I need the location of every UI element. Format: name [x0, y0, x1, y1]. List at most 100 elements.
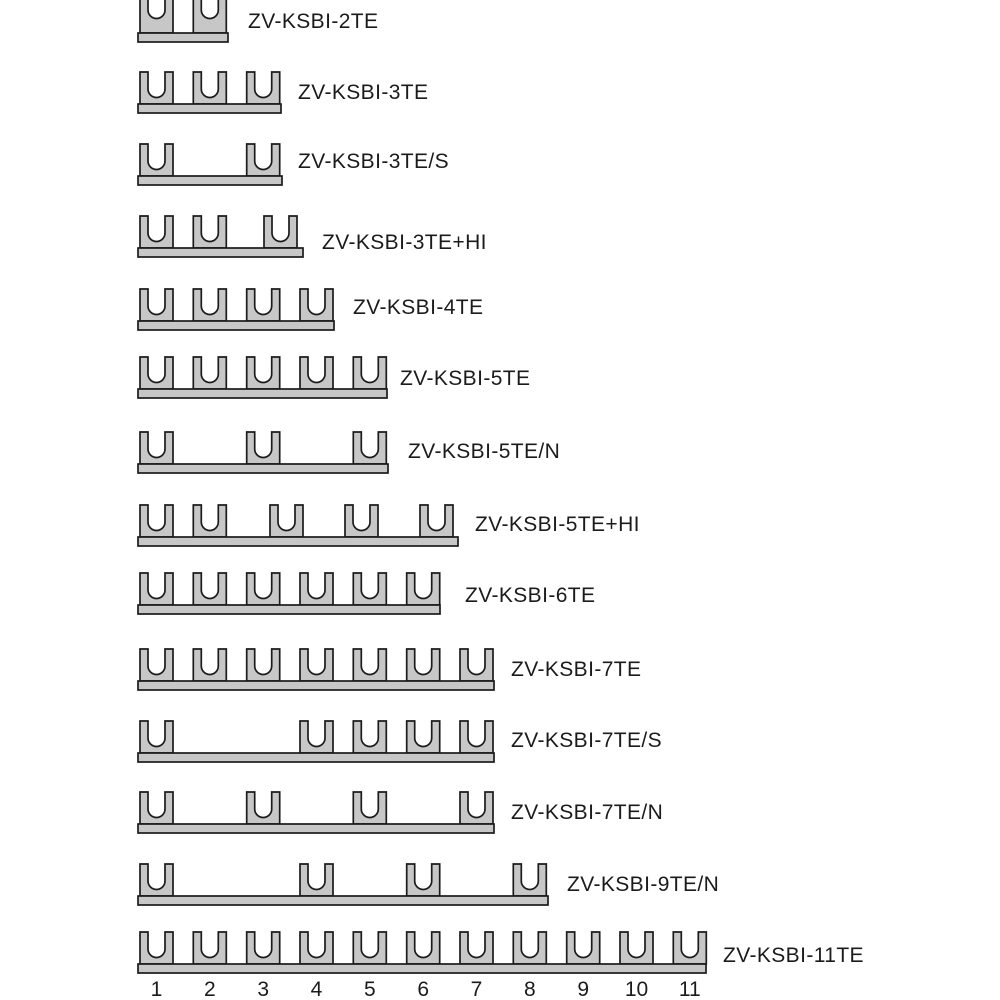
busbar-prong — [352, 791, 388, 825]
busbar-prong — [352, 648, 388, 682]
busbar-base — [137, 463, 389, 474]
busbar-prong — [192, 356, 228, 390]
busbar-base — [137, 604, 441, 615]
busbar-prong — [459, 931, 494, 965]
busbar-prong — [192, 288, 228, 322]
busbar-prong — [245, 143, 281, 177]
scale-number-9: 9 — [577, 978, 590, 1000]
busbar-label-11te: ZV-KSBI-11TE — [723, 944, 864, 967]
busbar-prong — [459, 720, 494, 754]
busbar-prong — [139, 720, 174, 754]
busbar-prong — [352, 572, 388, 606]
busbar-prong — [245, 931, 281, 965]
busbar-prong — [565, 931, 601, 965]
busbar-prong — [192, 648, 228, 682]
busbar-base — [137, 536, 459, 547]
scale-number-7: 7 — [470, 978, 483, 1000]
busbar-prong — [405, 863, 441, 897]
busbar-prong — [139, 215, 174, 249]
busbar-zv-ksbi-3te/s — [137, 143, 283, 186]
scale-number-6: 6 — [417, 978, 430, 1000]
busbar-prong — [139, 0, 174, 34]
scale-number-1: 1 — [150, 978, 163, 1000]
busbar-label-5te: ZV-KSBI-5TE — [400, 367, 531, 390]
busbar-zv-ksbi-2te — [137, 0, 229, 43]
busbar-prong — [512, 931, 548, 965]
busbar-prong — [459, 791, 494, 825]
busbar-prong — [139, 931, 174, 965]
busbar-zv-ksbi-7te — [137, 648, 495, 691]
busbar-label-5te-n: ZV-KSBI-5TE/N — [408, 440, 561, 463]
busbar-prong — [192, 931, 228, 965]
busbar-prong — [619, 931, 654, 965]
busbar-prong — [139, 71, 174, 105]
busbar-prong — [299, 863, 334, 897]
busbar-prong — [245, 71, 281, 105]
busbar-base — [137, 823, 495, 834]
busbar-label-3te-hi: ZV-KSBI-3TE+HI — [322, 231, 487, 254]
busbar-prong — [245, 356, 281, 390]
busbar-prong — [299, 288, 334, 322]
scale-number-2: 2 — [203, 978, 216, 1000]
busbar-zv-ksbi-6te — [137, 572, 441, 615]
busbar-zv-ksbi-3te — [137, 71, 282, 114]
busbar-prong — [352, 431, 388, 465]
busbar-prong — [512, 863, 548, 897]
busbar-zv-ksbi-5te/n — [137, 431, 389, 474]
busbar-label-3te: ZV-KSBI-3TE — [298, 81, 429, 104]
busbar-prong — [245, 288, 281, 322]
busbar-label-6te: ZV-KSBI-6TE — [465, 584, 596, 607]
busbar-zv-ksbi-7te/n — [137, 791, 495, 834]
scale-number-5: 5 — [363, 978, 376, 1000]
busbar-label-4te: ZV-KSBI-4TE — [353, 296, 484, 319]
busbar-prong — [299, 572, 334, 606]
busbar-base — [137, 320, 335, 331]
scale-number-8: 8 — [523, 978, 536, 1000]
busbar-prong — [352, 931, 388, 965]
busbar-prong — [419, 504, 454, 538]
busbar-base — [137, 752, 495, 763]
busbar-zv-ksbi-7te/s — [137, 720, 495, 763]
busbar-base — [137, 963, 707, 974]
busbar-prong — [192, 215, 228, 249]
busbar-prong — [263, 215, 298, 249]
busbar-prong — [139, 143, 174, 177]
busbar-prong — [245, 648, 281, 682]
busbar-label-7te-n: ZV-KSBI-7TE/N — [511, 801, 664, 824]
busbar-prong — [139, 572, 174, 606]
busbar-label-3te-s: ZV-KSBI-3TE/S — [298, 150, 450, 173]
scale-number-3: 3 — [257, 978, 270, 1000]
busbar-prong — [192, 0, 228, 34]
busbar-label-9te-n: ZV-KSBI-9TE/N — [567, 873, 720, 896]
busbar-label-7te: ZV-KSBI-7TE — [511, 658, 642, 681]
busbar-prong — [672, 931, 708, 965]
busbar-prong — [352, 356, 388, 390]
busbar-prong — [405, 572, 441, 606]
busbar-base — [137, 247, 304, 258]
busbar-label-2te: ZV-KSBI-2TE — [248, 10, 379, 33]
scale-number-11: 11 — [678, 978, 701, 1000]
busbar-prong — [139, 791, 174, 825]
busbar-prong — [192, 504, 228, 538]
busbar-prong — [269, 504, 304, 538]
busbar-zv-ksbi-11te — [137, 931, 708, 974]
busbar-prong — [139, 648, 174, 682]
busbar-base — [137, 32, 229, 43]
busbar-prong — [405, 648, 441, 682]
busbar-prong — [405, 720, 441, 754]
busbar-prong — [459, 648, 494, 682]
busbar-zv-ksbi-3te+hi — [137, 215, 304, 258]
scale-number-4: 4 — [310, 978, 323, 1000]
busbar-prong — [299, 720, 334, 754]
busbar-prong — [139, 431, 174, 465]
busbar-base — [137, 895, 549, 906]
busbar-prong — [139, 504, 174, 538]
busbar-prong — [139, 356, 174, 390]
busbar-prong — [245, 431, 281, 465]
busbar-prong — [192, 71, 228, 105]
busbar-prong — [344, 504, 379, 538]
busbar-prong — [405, 931, 441, 965]
busbar-base — [137, 103, 282, 114]
